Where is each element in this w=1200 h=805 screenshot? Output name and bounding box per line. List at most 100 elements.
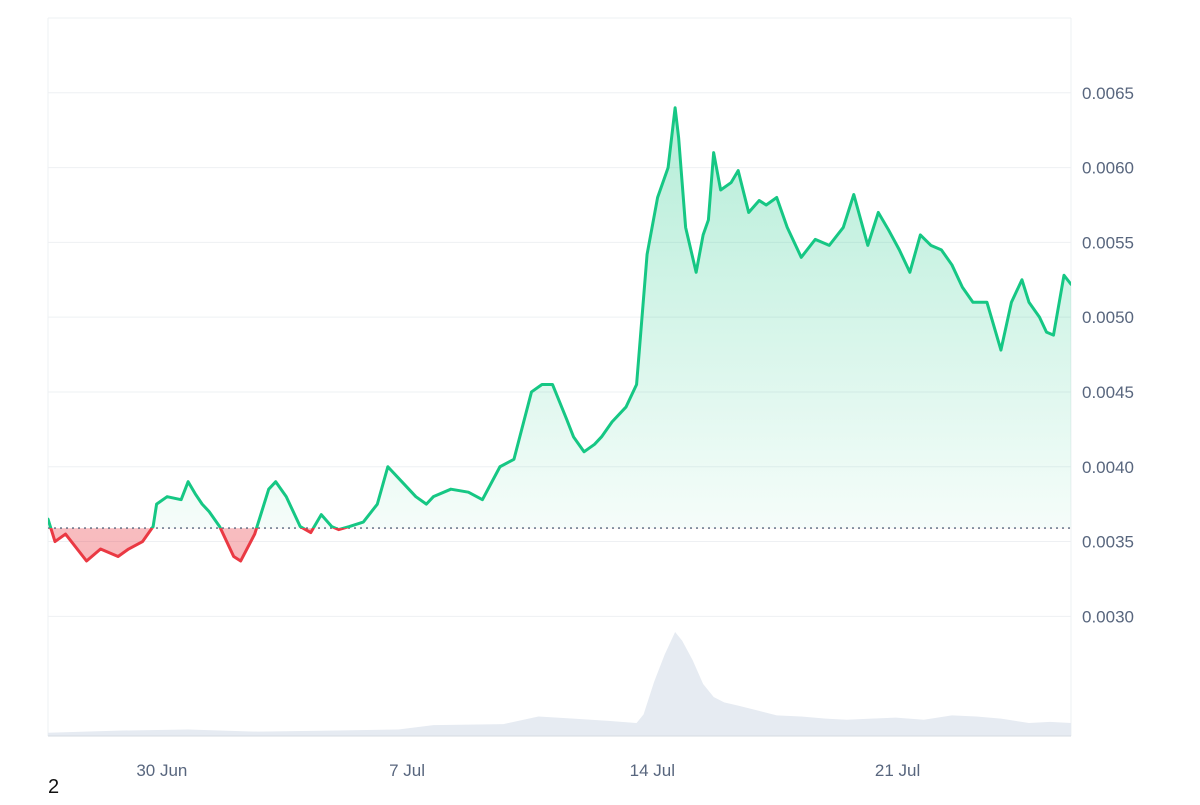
price-point [232, 555, 234, 557]
price-point [425, 503, 427, 505]
price-point [853, 193, 855, 195]
price-point [180, 498, 182, 500]
price-point [376, 503, 378, 505]
price-point [695, 271, 697, 273]
price-point [702, 234, 704, 236]
price-point [310, 531, 312, 533]
price-point [828, 244, 830, 246]
price-area-down [50, 528, 345, 561]
y-tick-label: 0.0045 [1082, 383, 1134, 402]
price-line-up [48, 106, 1071, 529]
price-point [730, 181, 732, 183]
y-tick-label: 0.0060 [1082, 159, 1134, 178]
y-tick-label: 0.0055 [1082, 233, 1134, 252]
price-point [299, 525, 301, 527]
price-point [940, 249, 942, 251]
price-point [747, 211, 749, 213]
price-point [47, 518, 49, 520]
price-point [951, 264, 953, 266]
price-point [338, 528, 340, 530]
price-point [758, 199, 760, 201]
price-point [656, 196, 658, 198]
price-point [239, 560, 241, 562]
price-point [261, 510, 263, 512]
price-point [646, 253, 648, 255]
price-point [408, 488, 410, 490]
price-point [800, 256, 802, 258]
price-point [152, 525, 154, 527]
price-point [1070, 283, 1072, 285]
price-point [674, 107, 676, 109]
price-point [362, 521, 364, 523]
price-point [919, 234, 921, 236]
price-point [85, 560, 87, 562]
price-point [786, 226, 788, 228]
price-point [842, 226, 844, 228]
y-tick-label: 0.0065 [1082, 84, 1134, 103]
price-point [1052, 334, 1054, 336]
price-point [499, 466, 501, 468]
price-point [1038, 316, 1040, 318]
price-point [82, 555, 84, 557]
price-point [1028, 301, 1030, 303]
price-point [415, 495, 417, 497]
price-point [867, 244, 869, 246]
price-point [1000, 349, 1002, 351]
price-point [625, 406, 627, 408]
price-point [611, 421, 613, 423]
price-point [1045, 331, 1047, 333]
price-point [565, 418, 567, 420]
price-point [331, 525, 333, 527]
price-point [667, 166, 669, 168]
price-point [54, 540, 56, 542]
price-point [737, 169, 739, 171]
price-point [275, 481, 277, 483]
price-point [972, 301, 974, 303]
price-point [719, 189, 721, 191]
price-point [684, 226, 686, 228]
price-point [201, 503, 203, 505]
price-point [254, 533, 256, 535]
price-point [401, 481, 403, 483]
price-point [117, 555, 119, 557]
price-point [814, 238, 816, 240]
price-point [450, 488, 452, 490]
price-point [320, 513, 322, 515]
price-point [99, 548, 101, 550]
price-point [166, 495, 168, 497]
price-point [1010, 301, 1012, 303]
price-point [127, 548, 129, 550]
price-point [348, 525, 350, 527]
price-point [285, 495, 287, 497]
price-point [930, 244, 932, 246]
y-tick-label: 0.0040 [1082, 458, 1134, 477]
price-point [268, 488, 270, 490]
volume-area [48, 632, 1071, 736]
x-tick-label: 14 Jul [630, 761, 675, 780]
price-point [572, 436, 574, 438]
price-point [909, 271, 911, 273]
price-point [432, 495, 434, 497]
price-point [593, 443, 595, 445]
price-point [888, 229, 890, 231]
price-point [530, 391, 532, 393]
price-point [387, 466, 389, 468]
price-point [141, 540, 143, 542]
price-point [677, 136, 679, 138]
x-tick-label: 7 Jul [389, 761, 425, 780]
price-point [541, 383, 543, 385]
price-point [1063, 274, 1065, 276]
price-point [681, 181, 683, 183]
price-point [208, 510, 210, 512]
page-number: 2 [48, 776, 60, 798]
y-tick-label: 0.0050 [1082, 308, 1134, 327]
price-point [765, 204, 767, 206]
price-area-up [48, 107, 1071, 529]
price-point [635, 383, 637, 385]
price-point [155, 503, 157, 505]
price-point [551, 383, 553, 385]
price-point [292, 510, 294, 512]
price-point [481, 498, 483, 500]
price-point [583, 451, 585, 453]
